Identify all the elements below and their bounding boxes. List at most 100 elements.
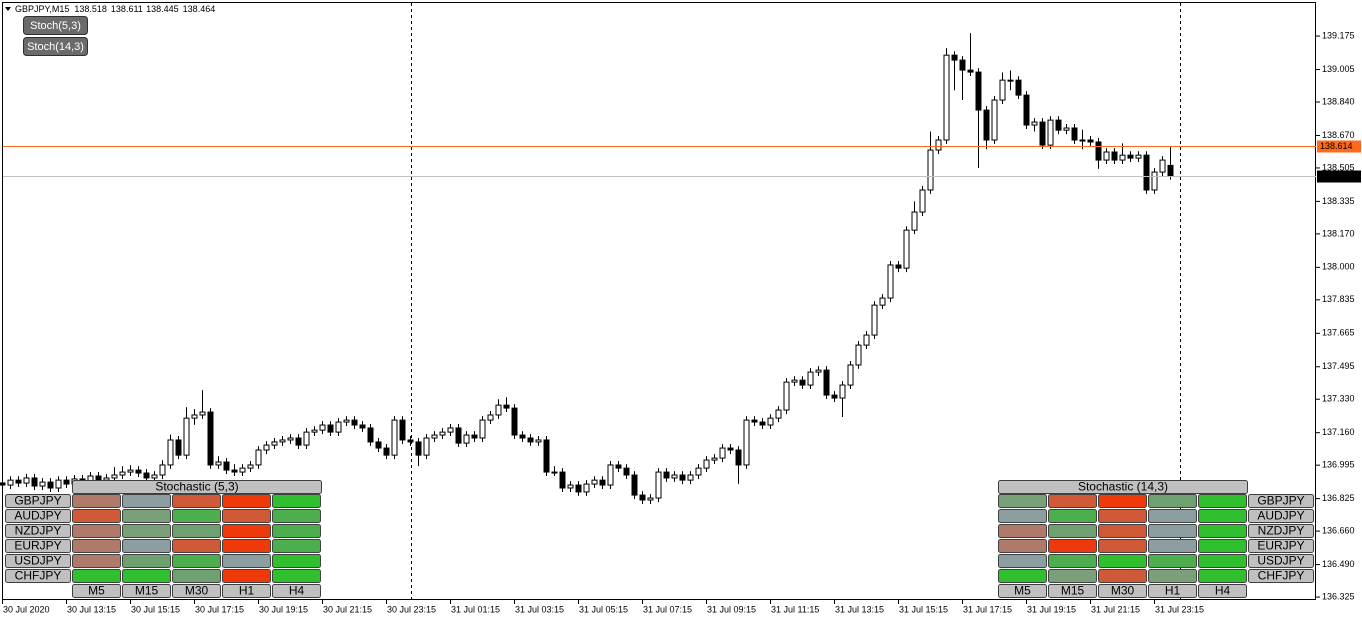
close: 138.464 [183,4,216,14]
candle-body [575,484,582,493]
axes: 139.175 139.005 138.840 138.670 138.505 138.3… [2,30,1361,614]
low: 138.445 [146,4,179,14]
candle-body [855,344,862,366]
timeframe-button-bg[interactable] [172,584,221,598]
symbol-button-bg[interactable] [5,509,71,523]
stoch-cell [1048,494,1097,508]
timeframe-button[interactable]: H1 [239,584,255,598]
panel-title: Stochastic (14,3) [1078,480,1168,494]
candle-body [1151,171,1158,191]
x-tick-label: 30 Jul 15:15 [131,604,180,614]
symbol-button-bg[interactable] [5,569,71,583]
stoch-cell [1048,524,1097,538]
timeframe-button-bg[interactable] [72,584,121,598]
timeframe-button[interactable]: H1 [1165,584,1181,598]
timeframe-button[interactable]: M15 [135,584,159,598]
menu-arrow[interactable] [5,7,11,11]
symbol-button[interactable]: NZDJPY [1258,524,1305,538]
candle-body [1167,164,1174,177]
candle-body [447,427,454,433]
candle-body [991,99,998,141]
stoch-cell [72,554,121,568]
timeframe-button-bg[interactable] [998,584,1047,598]
indicator-button-bg[interactable] [23,16,88,35]
symbol-button[interactable]: GBPJPY [1257,494,1304,508]
timeframe-button[interactable]: H4 [289,584,305,598]
timeframe-button-bg[interactable] [1198,584,1247,598]
candle-body [743,419,750,466]
candle-body [303,431,310,446]
symbol-button[interactable]: USDJPY [14,554,61,568]
candle-body [1127,154,1134,159]
indicator-button[interactable]: Stoch(14,3) [27,41,84,53]
symbol-button-bg[interactable] [5,524,71,538]
symbol-button[interactable]: AUDJPY [14,509,61,523]
symbol-button-bg[interactable] [1248,509,1314,523]
candle-body [1119,154,1126,161]
candle-body [959,59,966,71]
symbol-button[interactable]: EURJPY [1257,539,1304,553]
symbol-button[interactable]: CHFJPY [1258,569,1305,583]
indicator-button[interactable]: Stoch(5,3) [30,20,81,32]
candle-body [1103,151,1110,161]
open: 138.518 [74,4,107,14]
y-tick-label: 137.330 [1322,394,1355,404]
panel-title-bg [998,480,1248,494]
symbol-button[interactable]: AUDJPY [1257,509,1304,523]
timeframe-button-bg[interactable] [222,584,271,598]
timeframe-button[interactable]: M30 [1111,584,1135,598]
x-tick-label: 31 Jul 09:15 [707,604,756,614]
symbol-button-bg[interactable] [1248,524,1314,538]
indicator-button-bg[interactable] [23,37,88,56]
symbol-button[interactable]: CHFJPY [15,569,62,583]
candle-body [1087,139,1094,143]
symbol-button-bg[interactable] [5,494,71,508]
timeframe-button-bg[interactable] [272,584,321,598]
candle-body [727,447,734,451]
symbol-button-bg[interactable] [1248,539,1314,553]
timeframe-button[interactable]: M30 [185,584,209,598]
symbol-button-bg[interactable] [1248,554,1314,568]
candle-body [127,469,134,473]
timeframe-button-bg[interactable] [122,584,171,598]
symbol-button-bg[interactable] [1248,494,1314,508]
candle-body [1135,154,1142,159]
symbol-button-bg[interactable] [5,539,71,553]
candle-body [175,439,182,456]
stoch-cell [1148,494,1197,508]
price-level-label: 138.464 [1320,171,1353,181]
candle-body [1015,79,1022,96]
candle-body [231,469,238,473]
candle-body [247,464,254,469]
stoch-cell [1048,554,1097,568]
timeframe-button[interactable]: M5 [88,584,105,598]
timeframe-button[interactable]: M5 [1014,584,1031,598]
symbol-button[interactable]: GBPJPY [14,494,61,508]
candle-body [1007,79,1014,82]
candle-body [111,474,118,479]
candle-body [759,421,766,426]
candle-body [511,407,518,436]
symbol-button[interactable]: EURJPY [14,539,61,553]
symbol-button-bg[interactable] [5,554,71,568]
stoch-cell [172,569,221,583]
symbol-button[interactable]: NZDJPY [15,524,62,538]
timeframe-button-bg[interactable] [1148,584,1197,598]
candle-body [103,477,110,481]
timeframe-button-bg[interactable] [1098,584,1147,598]
candle-body [207,411,214,466]
timeframe-button[interactable]: H4 [1215,584,1231,598]
x-tick-label: 30 Jul 23:15 [387,604,436,614]
candle-body [695,467,702,476]
stoch-cell [222,524,271,538]
candle-body [919,189,926,213]
header: GBPJPY,M15 138.518 138.611 138.445 138.464 [5,4,215,14]
stoch-cell [122,539,171,553]
stoch-cell [172,509,221,523]
timeframe-button[interactable]: M15 [1061,584,1085,598]
symbol-button-bg[interactable] [1248,569,1314,583]
candle-body [551,471,558,474]
symbol-button[interactable]: USDJPY [1257,554,1304,568]
timeframe-button-bg[interactable] [1048,584,1097,598]
